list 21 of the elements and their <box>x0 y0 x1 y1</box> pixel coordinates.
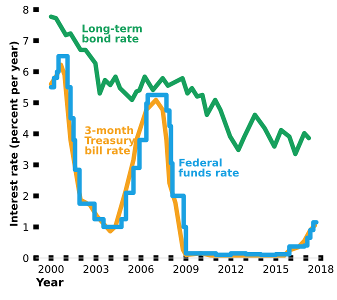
x-tick-label: 2003 <box>84 265 108 274</box>
series-label: Long-term bond rate <box>82 24 142 43</box>
y-tick-label: 5 <box>23 99 28 107</box>
y-tick-label: 7 <box>23 37 28 45</box>
y-tick-label: 2 <box>23 192 28 200</box>
x-tick-label: 2000 <box>38 265 64 274</box>
x-tick-label: 2012 <box>218 265 244 274</box>
y-tick-label: 3 <box>23 161 28 169</box>
y-tick-label: 8 <box>23 6 28 14</box>
x-tick-label: 2015 <box>263 265 288 274</box>
y-axis-title: Interest rate (percent per year) <box>10 42 20 226</box>
y-tick-label: 1 <box>24 223 28 231</box>
y-tick-label: 6 <box>23 68 28 76</box>
series-label: Federal funds rate <box>178 158 239 177</box>
x-tick-label: 2006 <box>128 265 154 274</box>
x-tick-label: 2018 <box>308 265 334 274</box>
x-tick-label: 2009 <box>173 265 198 274</box>
y-tick-label: 4 <box>22 130 29 138</box>
y-tick-label: 0 <box>23 254 28 262</box>
x-axis-title: Year <box>36 278 64 286</box>
line-series <box>48 14 312 156</box>
